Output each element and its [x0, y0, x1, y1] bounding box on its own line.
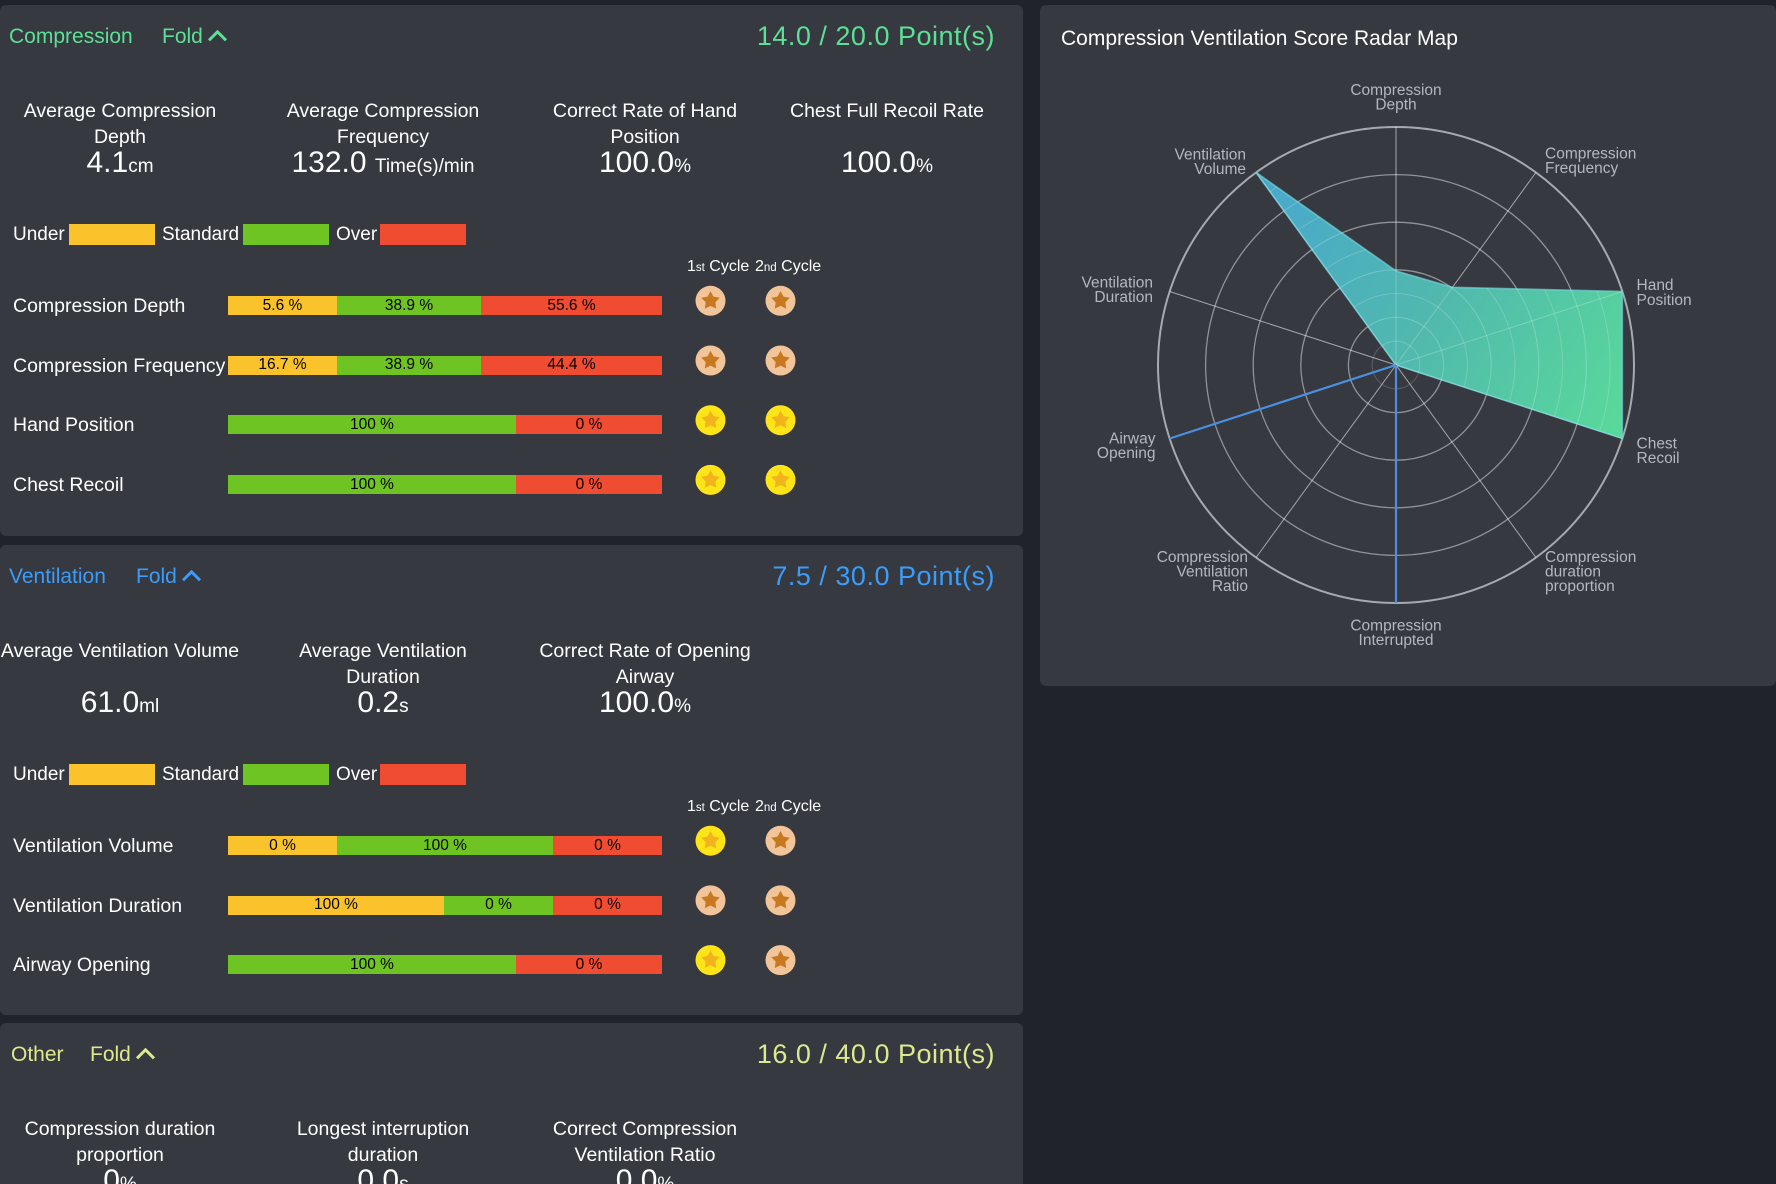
svg-text:Compression: Compression [1545, 146, 1636, 163]
svg-text:Chest: Chest [1637, 435, 1678, 452]
svg-text:duration: duration [1545, 564, 1601, 581]
svg-text:Depth: Depth [1375, 97, 1416, 114]
svg-text:Compression: Compression [1350, 82, 1441, 99]
svg-text:Opening: Opening [1097, 445, 1156, 462]
svg-text:Ratio: Ratio [1212, 578, 1248, 595]
svg-text:Position: Position [1637, 292, 1692, 309]
svg-text:Compression: Compression [1157, 549, 1248, 566]
svg-text:Compression: Compression [1545, 549, 1636, 566]
svg-text:Airway: Airway [1109, 431, 1156, 448]
svg-text:proportion: proportion [1545, 578, 1615, 595]
svg-text:Ventilation: Ventilation [1176, 564, 1248, 581]
svg-text:Ventilation: Ventilation [1081, 275, 1153, 292]
svg-text:Recoil: Recoil [1637, 450, 1680, 467]
svg-text:Compression: Compression [1350, 618, 1441, 635]
svg-text:Compression Ventilation Score: Compression Ventilation Score Radar Map [1061, 27, 1458, 50]
svg-text:Interrupted: Interrupted [1359, 632, 1434, 649]
svg-text:Frequency: Frequency [1545, 160, 1618, 177]
svg-text:Duration: Duration [1094, 289, 1153, 306]
svg-text:Hand: Hand [1637, 277, 1674, 294]
svg-text:Volume: Volume [1194, 161, 1246, 178]
svg-text:Ventilation: Ventilation [1174, 147, 1246, 164]
